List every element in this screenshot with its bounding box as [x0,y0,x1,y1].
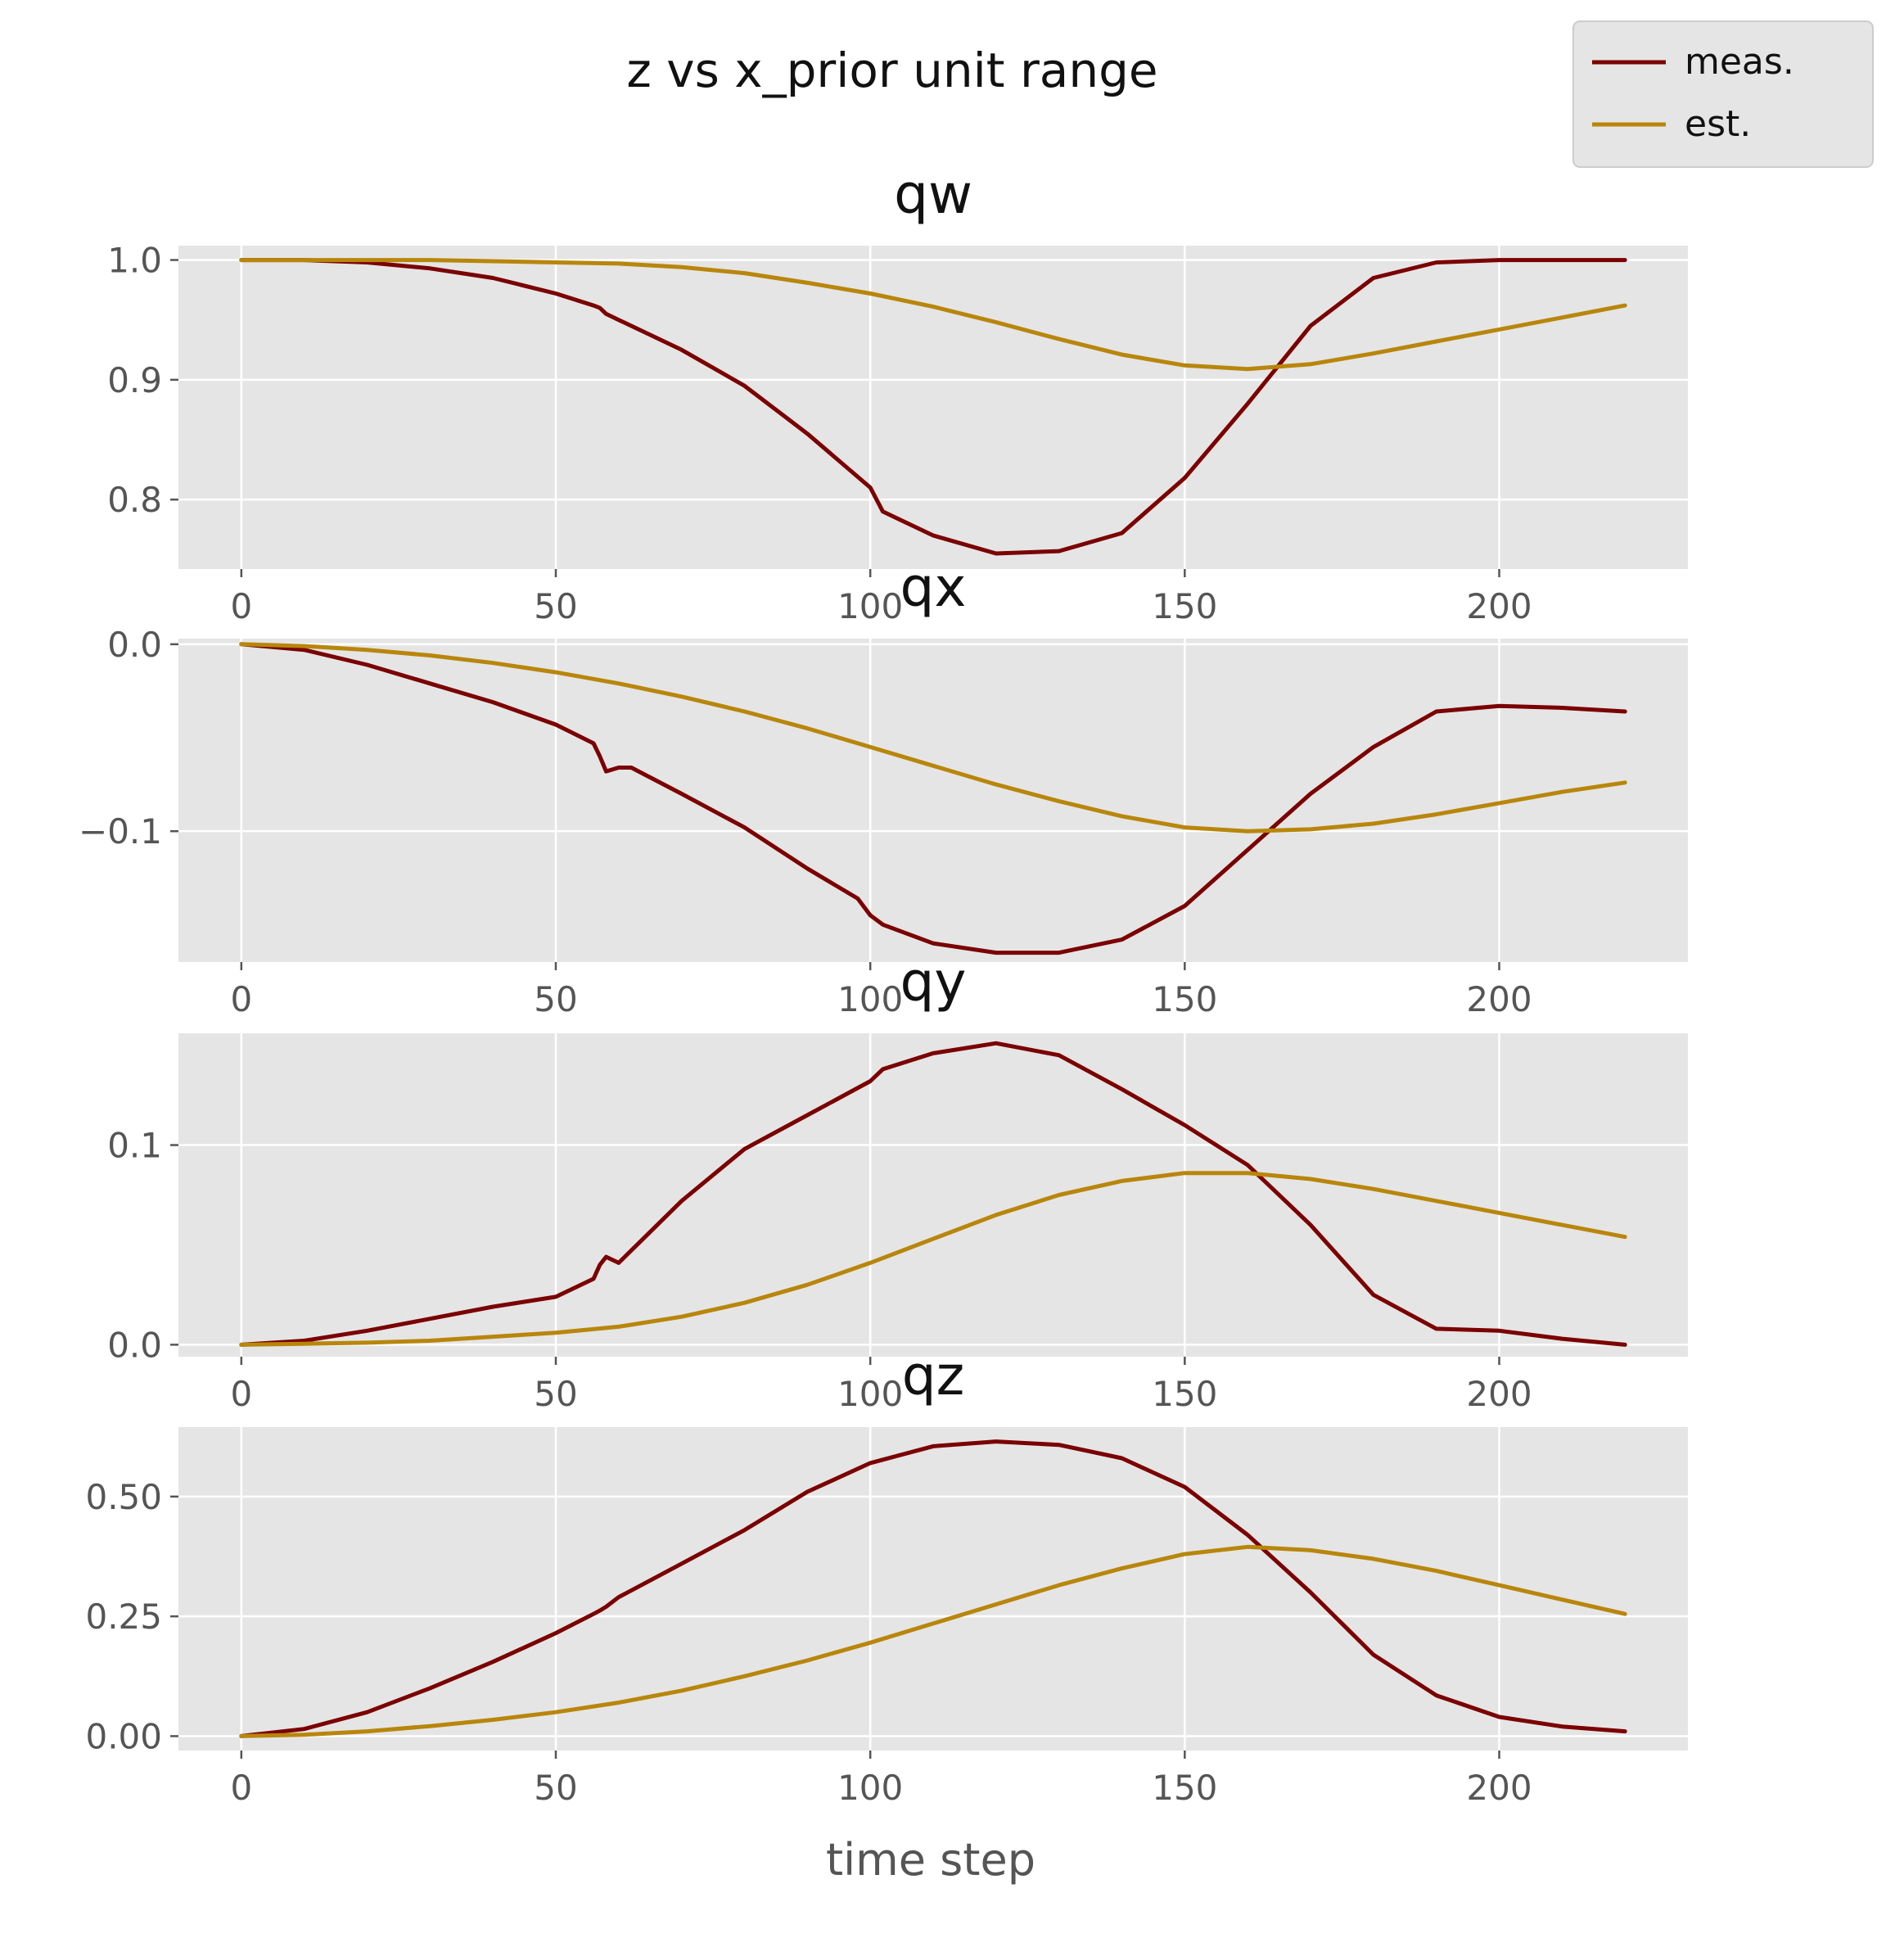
x-tick-label: 100 [837,1374,903,1414]
legend-box [1572,20,1874,168]
panel-title: qx [900,556,967,619]
x-axis-label: time step [826,1834,1035,1886]
x-tick-label: 200 [1466,1374,1532,1414]
x-tick-label: 0 [230,1768,252,1808]
x-tick-label: 150 [1152,586,1217,626]
panel-title: qw [894,163,972,226]
panel-qw: 0 50 100 150 200 0.8 0.9 1.0 qw [107,163,1688,626]
y-tick-label: 0.0 [107,625,162,665]
panel-qz: 0 50 100 150 200 0.00 0.25 0.50 qz [85,1344,1688,1808]
panel-title: qy [900,951,967,1014]
panel-qx: 0 50 100 150 200 −0.1 0.0 qx [79,556,1688,1019]
x-tick-label: 0 [230,1374,252,1414]
x-tick-label: 150 [1152,1374,1217,1414]
x-tick-label: 100 [837,979,903,1019]
plot-area [178,639,1688,962]
x-tick-label: 100 [837,1768,903,1808]
panel-qy: 0 50 100 150 200 0.0 0.1 qy [107,951,1688,1414]
y-tick-label: 0.50 [85,1477,162,1517]
x-tick-label: 150 [1152,1768,1217,1808]
y-tick-label: 0.1 [107,1126,162,1166]
plot-area [178,1033,1688,1357]
y-tick-label: 0.25 [85,1597,162,1637]
series-line-meas [239,258,1627,556]
y-tick-label: −0.1 [79,811,162,852]
x-tick-label: 50 [534,979,577,1019]
x-tick-label: 200 [1466,1768,1532,1808]
series-line-meas [239,1041,1627,1347]
x-tick-label: 50 [534,586,577,626]
series-line-est [239,1544,1627,1738]
panel-title: qz [902,1344,965,1407]
legend-label-est: est. [1685,103,1751,145]
series-line-est [239,258,1627,372]
y-tick-label: 0.9 [107,360,162,400]
x-tick-label: 0 [230,586,252,626]
y-tick-label: 0.00 [85,1716,162,1756]
y-tick-label: 0.0 [107,1325,162,1365]
x-tick-label: 0 [230,979,252,1019]
x-tick-label: 100 [837,586,903,626]
y-tick-label: 0.8 [107,480,162,520]
plot-area [178,246,1688,569]
x-tick-label: 200 [1466,586,1532,626]
series-line-est [239,642,1627,833]
x-tick-label: 150 [1152,979,1217,1019]
series-line-meas [239,1439,1627,1738]
legend-label-meas: meas. [1685,41,1794,83]
figure-title: z vs x_prior unit range [626,43,1157,98]
series-line-meas [239,642,1627,955]
x-tick-label: 50 [534,1374,577,1414]
x-tick-label: 200 [1466,979,1532,1019]
series-line-est [239,1171,1627,1347]
legend: meas. est. [1572,20,1874,168]
x-tick-label: 50 [534,1768,577,1808]
y-tick-label: 1.0 [107,241,162,281]
